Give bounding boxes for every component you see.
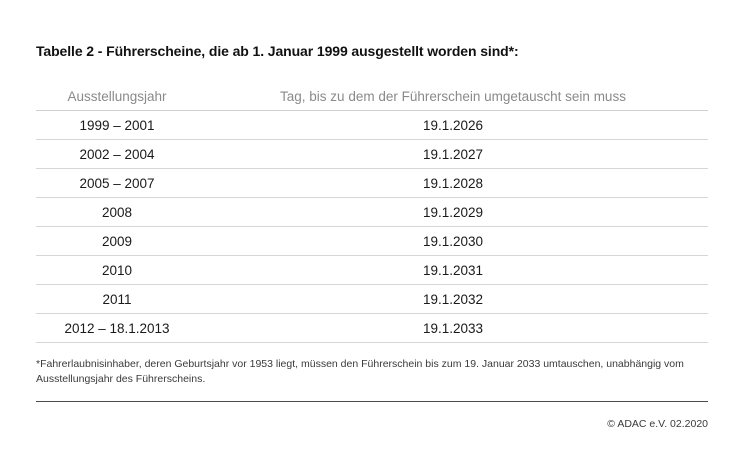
issue-year-cell: 2002 – 2004 bbox=[36, 139, 198, 169]
issue-year-cell: 2012 – 18.1.2013 bbox=[36, 313, 198, 343]
table-row: 2010 19.1.2031 bbox=[36, 255, 708, 285]
deadline-cell: 19.1.2032 bbox=[198, 284, 708, 314]
deadline-cell: 19.1.2030 bbox=[198, 226, 708, 256]
table-row: 2012 – 18.1.2013 19.1.2033 bbox=[36, 313, 708, 343]
deadline-cell: 19.1.2031 bbox=[198, 255, 708, 285]
table-row: 2005 – 2007 19.1.2028 bbox=[36, 168, 708, 198]
copyright-notice: © ADAC e.V. 02.2020 bbox=[607, 418, 708, 430]
table-title: Tabelle 2 - Führerscheine, die ab 1. Jan… bbox=[36, 43, 519, 59]
table-row: 1999 – 2001 19.1.2026 bbox=[36, 110, 708, 140]
footnote: *Fahrerlaubnisinhaber, deren Geburtsjahr… bbox=[36, 358, 684, 385]
deadline-cell: 19.1.2027 bbox=[198, 139, 708, 169]
issue-year-cell: 1999 – 2001 bbox=[36, 110, 198, 140]
divider bbox=[36, 401, 708, 402]
issue-year-cell: 2005 – 2007 bbox=[36, 168, 198, 198]
deadline-cell: 19.1.2029 bbox=[198, 197, 708, 227]
column-header-issue-year: Ausstellungsjahr bbox=[36, 82, 198, 111]
deadline-cell: 19.1.2028 bbox=[198, 168, 708, 198]
deadline-cell: 19.1.2033 bbox=[198, 313, 708, 343]
issue-year-cell: 2010 bbox=[36, 255, 198, 285]
issue-year-cell: 2008 bbox=[36, 197, 198, 227]
table-header-row: Ausstellungsjahr Tag, bis zu dem der Füh… bbox=[36, 82, 708, 111]
table-row: 2008 19.1.2029 bbox=[36, 197, 708, 227]
issue-year-cell: 2011 bbox=[36, 284, 198, 314]
table-row: 2009 19.1.2030 bbox=[36, 226, 708, 256]
issue-year-cell: 2009 bbox=[36, 226, 198, 256]
table-row: 2002 – 2004 19.1.2027 bbox=[36, 139, 708, 169]
license-exchange-table: Ausstellungsjahr Tag, bis zu dem der Füh… bbox=[36, 82, 708, 343]
column-header-exchange-deadline: Tag, bis zu dem der Führerschein umgetau… bbox=[198, 82, 708, 111]
deadline-cell: 19.1.2026 bbox=[198, 110, 708, 140]
table-row: 2011 19.1.2032 bbox=[36, 284, 708, 314]
